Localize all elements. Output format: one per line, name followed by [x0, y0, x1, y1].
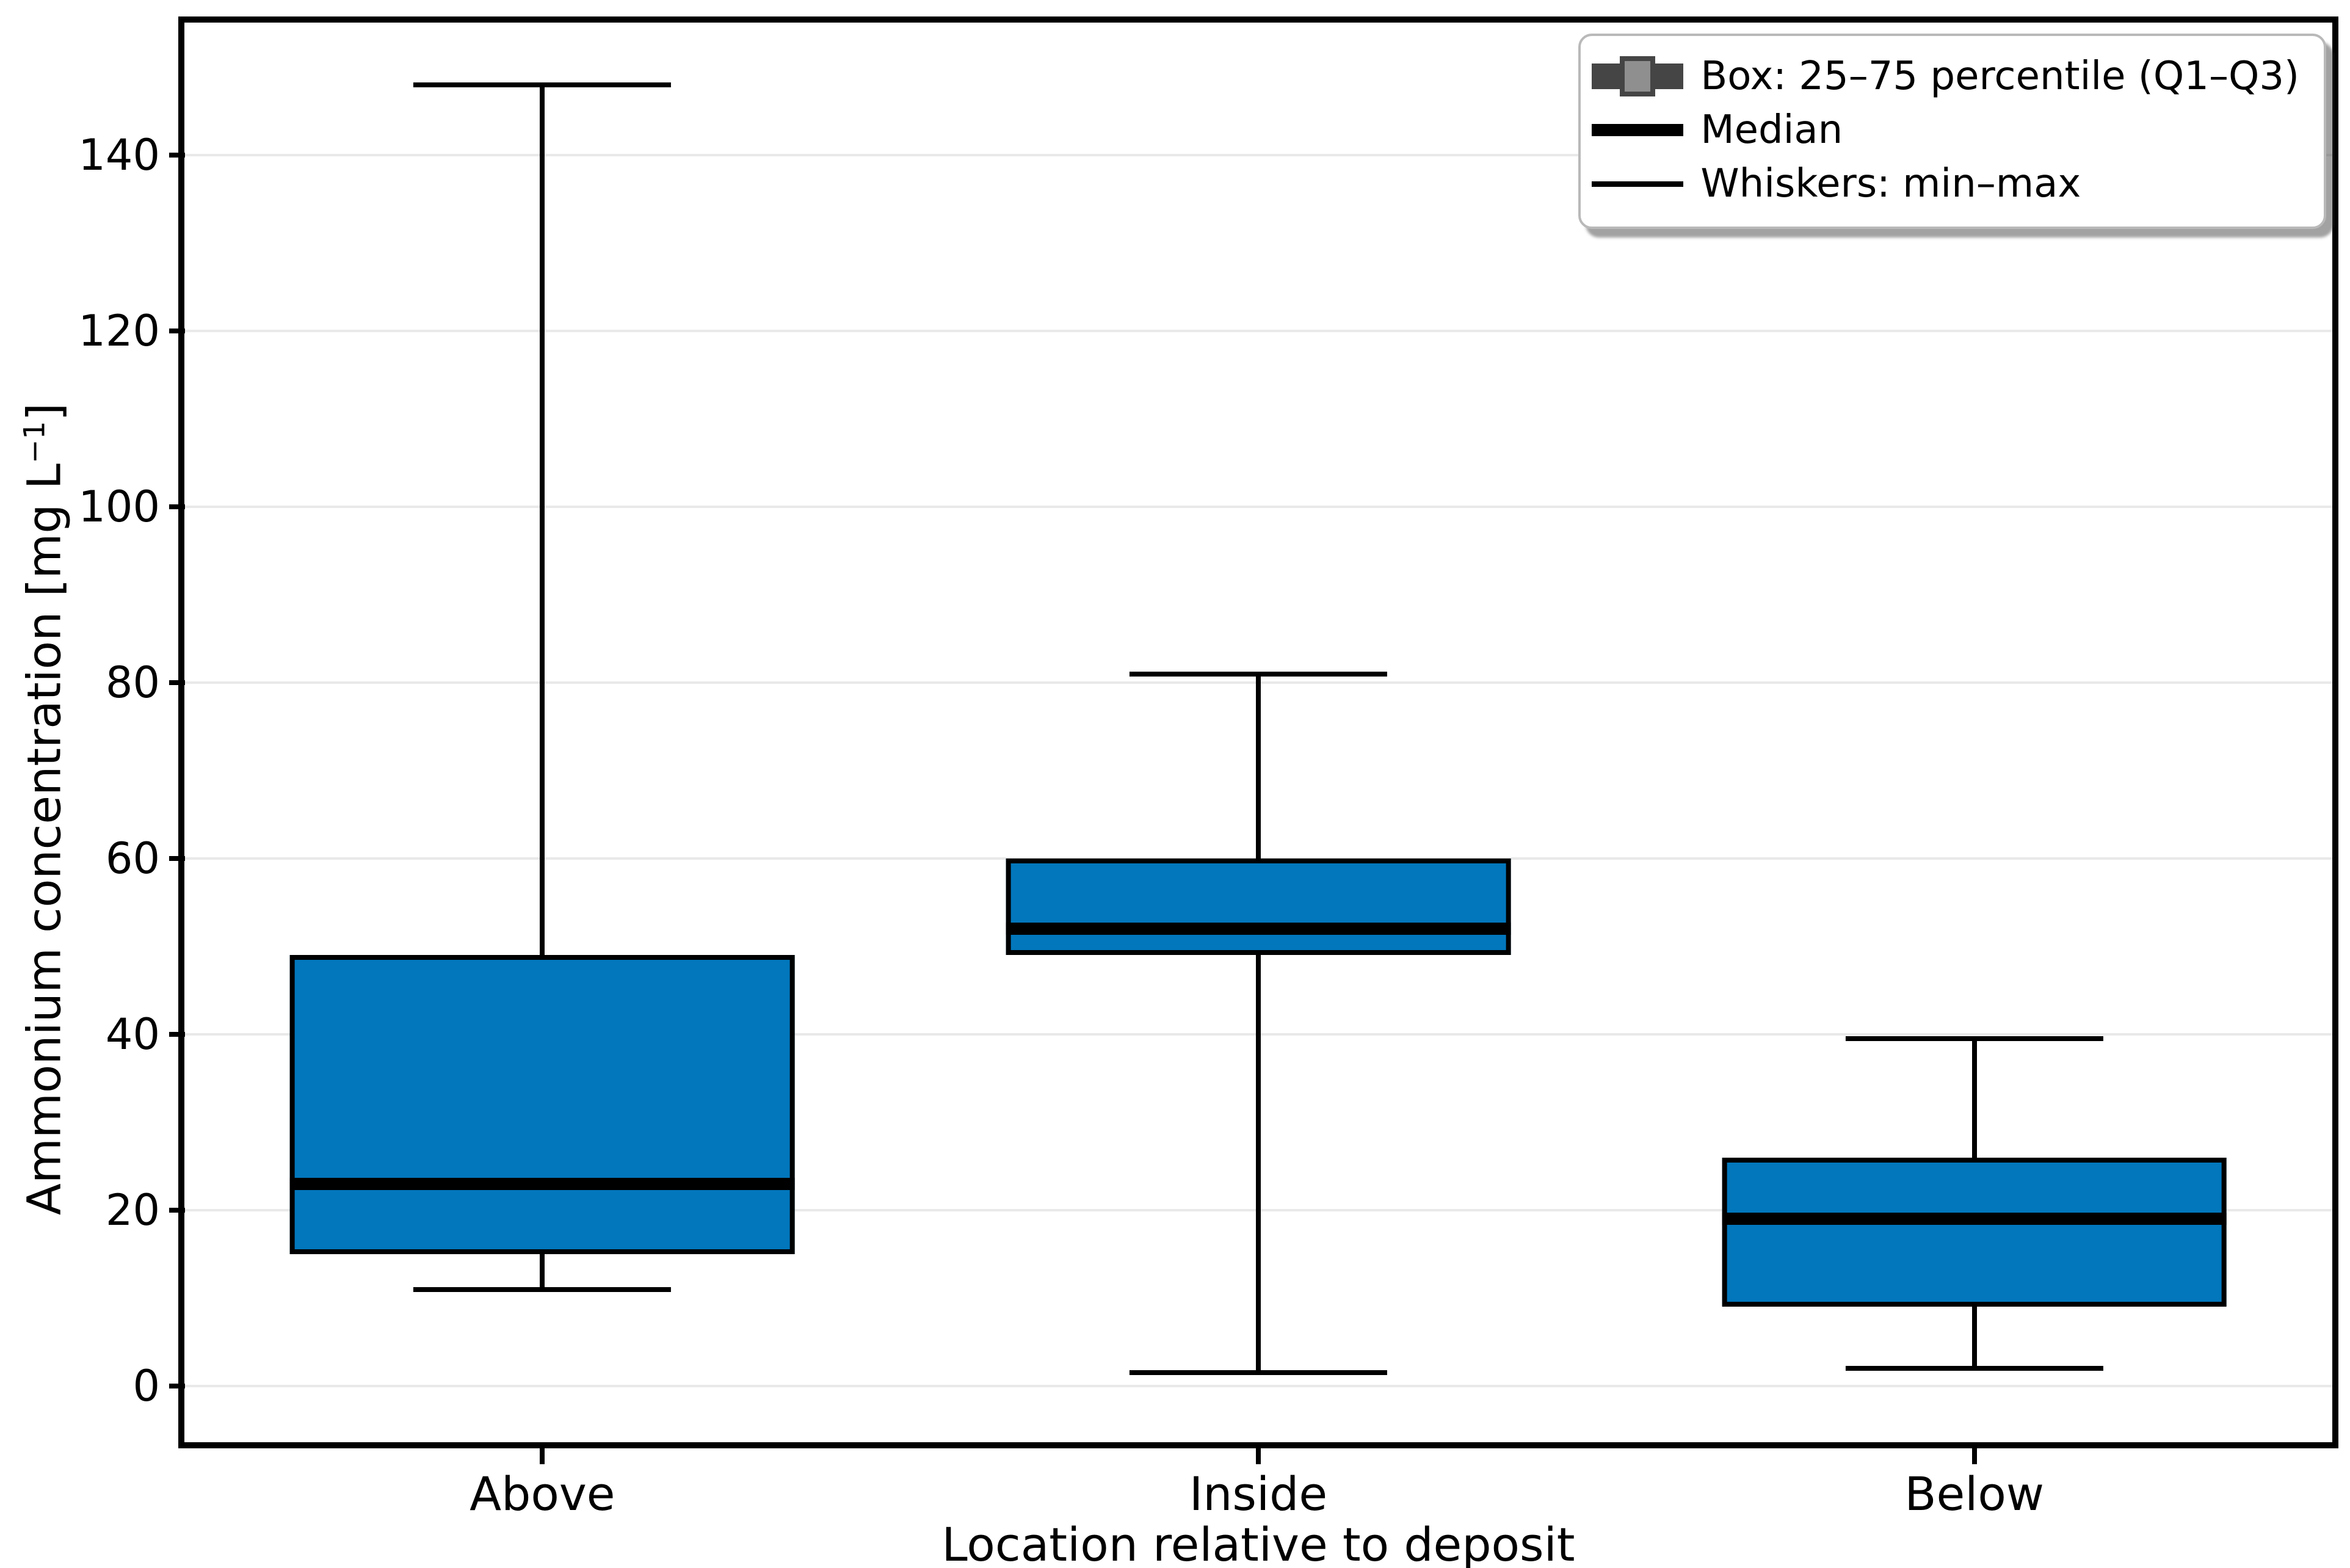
x-tick-mark-inside — [1256, 1448, 1261, 1464]
y-tick-label-40: 40 — [105, 1009, 160, 1059]
gridline-y-100 — [184, 506, 2332, 509]
y-tick-mark-20 — [169, 1207, 185, 1213]
legend-box-knob — [1620, 56, 1656, 96]
y-tick-mark-40 — [169, 1032, 185, 1037]
y-tick-label-20: 20 — [105, 1185, 160, 1235]
x-tick-label-above: Above — [470, 1467, 615, 1521]
legend: Box: 25–75 percentile (Q1–Q3) Median Whi… — [1578, 34, 2326, 229]
box-iqr-above — [289, 955, 795, 1254]
whisker-line-above — [540, 85, 545, 1290]
legend-whisker-line-icon — [1592, 157, 1684, 211]
whisker-cap-max-above — [413, 82, 672, 88]
y-tick-label-140: 140 — [78, 130, 160, 181]
whisker-cap-max-inside — [1129, 671, 1388, 677]
median-line-above — [289, 1177, 795, 1190]
y-tick-mark-80 — [169, 680, 185, 686]
legend-median-line-icon — [1592, 103, 1684, 157]
x-tick-label-below: Below — [1904, 1467, 2044, 1521]
y-axis-title-bracket: ] — [16, 402, 71, 421]
legend-label-whiskers: Whiskers: min–max — [1700, 161, 2081, 206]
y-tick-label-80: 80 — [105, 658, 160, 708]
y-tick-label-0: 0 — [132, 1360, 160, 1411]
whisker-cap-min-below — [1845, 1366, 2103, 1371]
legend-label-box: Box: 25–75 percentile (Q1–Q3) — [1700, 54, 2299, 99]
median-line-inside — [1006, 923, 1511, 935]
whisker-cap-min-above — [413, 1287, 672, 1292]
legend-box-swatch-icon — [1592, 49, 1684, 103]
y-tick-label-120: 120 — [78, 306, 160, 357]
plot-area: Location relative to deposit 0 20 40 60 80 10… — [78, 23, 2332, 1568]
median-line-below — [1722, 1213, 2227, 1225]
box-iqr-below — [1722, 1157, 2227, 1307]
legend-row-whiskers: Whiskers: min–max — [1592, 157, 2299, 211]
legend-row-box: Box: 25–75 percentile (Q1–Q3) — [1592, 49, 2299, 103]
gridline-y-120 — [184, 330, 2332, 333]
legend-median-line — [1592, 124, 1684, 136]
x-tick-label-inside: Inside — [1189, 1467, 1328, 1521]
box-iqr-inside — [1006, 858, 1511, 956]
whisker-cap-min-inside — [1129, 1370, 1388, 1376]
y-tick-label-100: 100 — [78, 482, 160, 532]
legend-label-median: Median — [1700, 107, 1843, 153]
y-tick-mark-100 — [169, 504, 185, 510]
legend-whisker-line — [1592, 181, 1684, 187]
y-tick-mark-140 — [169, 153, 185, 158]
legend-row-median: Median — [1592, 103, 2299, 157]
x-tick-mark-below — [1971, 1448, 1977, 1464]
gridline-y-0 — [184, 1384, 2332, 1387]
whisker-line-inside — [1256, 673, 1261, 1373]
y-axis-title: Ammonium concentration [mg L−1] — [16, 402, 76, 1216]
y-tick-mark-60 — [169, 856, 185, 862]
y-axis-title-superscript: −1 — [18, 421, 52, 463]
whisker-cap-max-below — [1845, 1036, 2103, 1042]
y-tick-label-60: 60 — [105, 833, 160, 884]
x-tick-mark-above — [540, 1448, 545, 1464]
gridline-y-140 — [184, 154, 2332, 157]
y-tick-mark-0 — [169, 1383, 185, 1388]
y-tick-mark-120 — [169, 328, 185, 334]
y-axis-title-text: Ammonium concentration [mg L — [16, 463, 71, 1216]
x-axis-title: Location relative to deposit — [941, 1517, 1575, 1568]
